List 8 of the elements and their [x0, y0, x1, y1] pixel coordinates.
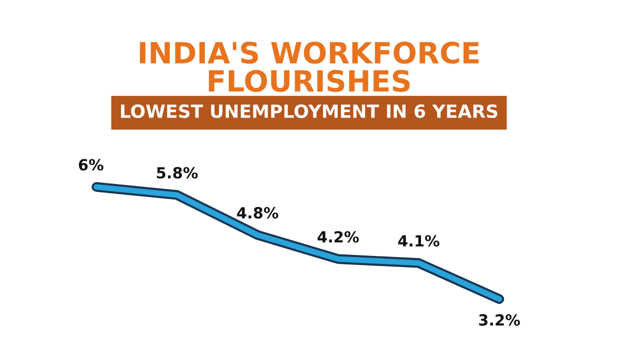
data-label: 4.2% [318, 231, 359, 243]
data-label: 4.8% [237, 207, 278, 219]
chart-title: INDIA'S WORKFORCE FLOURISHES [140, 42, 479, 92]
chart-subtitle: LOWEST UNEMPLOYMENT IN 6 YEARS [121, 104, 498, 118]
data-label: 4.1% [398, 235, 440, 247]
data-label: 5.8% [157, 167, 198, 179]
data-label: 6% [78, 158, 104, 171]
data-label: 3.2% [479, 314, 520, 326]
